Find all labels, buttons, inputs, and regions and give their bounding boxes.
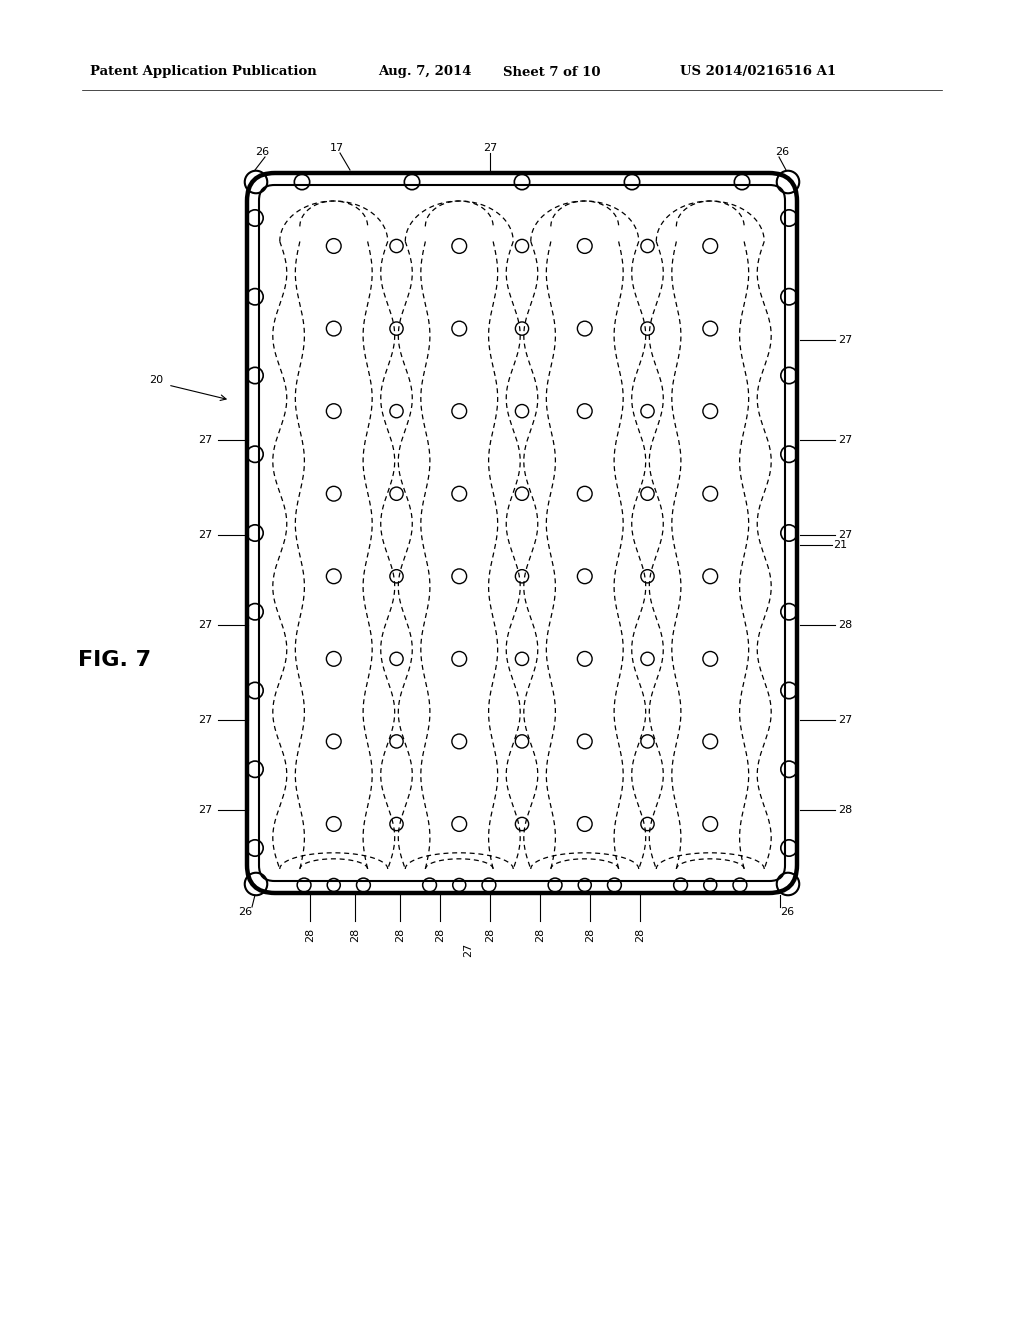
Text: 27: 27 [838, 715, 852, 725]
Text: 17: 17 [330, 143, 344, 153]
Text: 28: 28 [838, 620, 852, 630]
Text: 28: 28 [585, 928, 595, 942]
Text: 20: 20 [148, 375, 163, 385]
Text: 27: 27 [198, 531, 212, 540]
Text: 28: 28 [435, 928, 445, 942]
FancyBboxPatch shape [259, 185, 785, 880]
Text: 28: 28 [535, 928, 545, 942]
Text: US 2014/0216516 A1: US 2014/0216516 A1 [680, 66, 837, 78]
Text: 28: 28 [635, 928, 645, 942]
Text: 28: 28 [350, 928, 360, 942]
Text: FIG. 7: FIG. 7 [78, 649, 152, 671]
Text: 27: 27 [838, 335, 852, 345]
Text: 27: 27 [198, 805, 212, 814]
Text: Sheet 7 of 10: Sheet 7 of 10 [503, 66, 600, 78]
Text: Aug. 7, 2014: Aug. 7, 2014 [378, 66, 471, 78]
Text: 28: 28 [305, 928, 315, 942]
Text: 27: 27 [198, 620, 212, 630]
Text: 26: 26 [255, 147, 269, 157]
Text: 28: 28 [395, 928, 406, 942]
Text: 27: 27 [198, 715, 212, 725]
Text: Patent Application Publication: Patent Application Publication [90, 66, 316, 78]
Text: 27: 27 [198, 436, 212, 445]
Text: 28: 28 [485, 928, 495, 942]
Text: 26: 26 [775, 147, 790, 157]
Text: 21: 21 [833, 540, 847, 550]
Text: 27: 27 [838, 436, 852, 445]
Text: 27: 27 [483, 143, 497, 153]
Text: 27: 27 [838, 531, 852, 540]
Text: 27: 27 [463, 942, 473, 957]
Text: 26: 26 [238, 907, 252, 917]
Text: 26: 26 [780, 907, 794, 917]
Text: 28: 28 [838, 805, 852, 814]
